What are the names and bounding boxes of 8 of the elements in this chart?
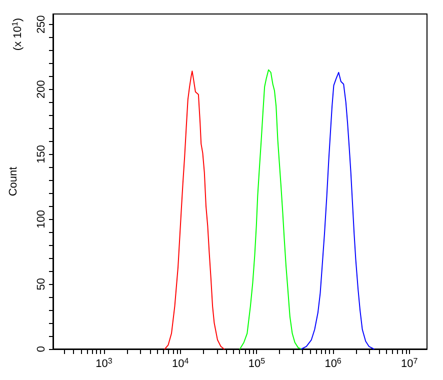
y-tick-label: 100: [36, 210, 48, 228]
y-tick-label: 150: [36, 145, 48, 164]
y-tick-label: 250: [36, 15, 48, 34]
y-tick-label: 0: [36, 346, 48, 352]
text: (x 101): [10, 18, 24, 51]
y-axis-title: Count: [8, 166, 20, 196]
y-tick-label: 200: [36, 80, 48, 98]
y-tick-label: 50: [36, 278, 48, 290]
